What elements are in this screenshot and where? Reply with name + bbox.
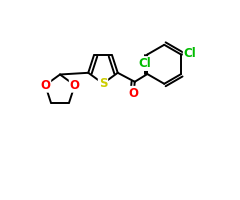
Text: S: S	[99, 77, 107, 90]
Text: Cl: Cl	[184, 47, 197, 60]
Text: Cl: Cl	[138, 57, 151, 70]
Text: O: O	[70, 79, 80, 92]
Text: O: O	[129, 87, 139, 100]
Text: O: O	[40, 79, 50, 92]
